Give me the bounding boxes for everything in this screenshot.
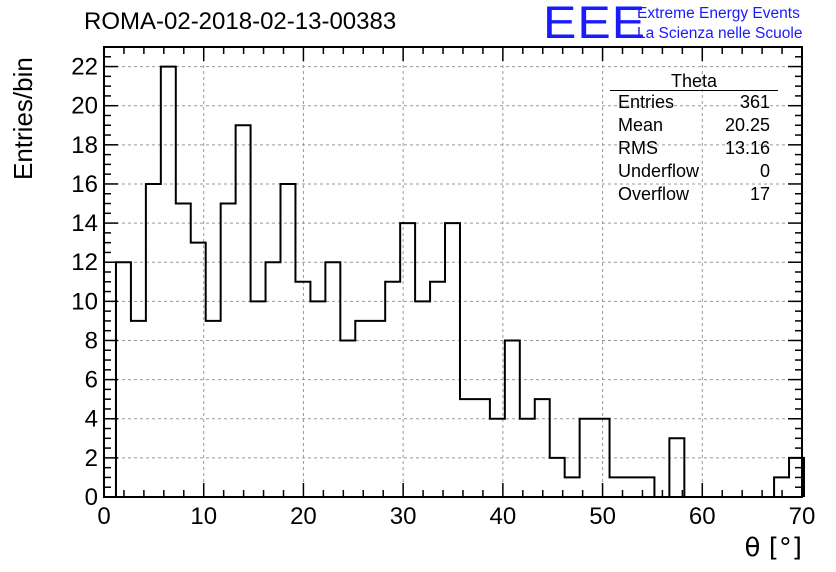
y-tick-label: 18 [71,132,98,159]
stats-label: Mean [618,115,664,135]
stats-value: 20.25 [724,115,770,135]
chart-title: ROMA-02-2018-02-13-00383 [84,8,397,35]
axis-ticks: 0 10 20 30 40 50 60 70 0 2 4 6 8 10 12 14 16 18 20 22 [71,46,816,530]
histogram-bin [669,438,684,497]
x-tick-label: 20 [290,503,317,530]
histogram-bin [221,204,236,497]
x-tick-label: 40 [490,503,517,530]
stats-row-overflow: Overflow 17 [610,183,778,206]
logo-caption: Extreme Energy Events La Scienza nelle S… [637,4,802,44]
y-tick-label: 6 [85,367,98,394]
stats-value: 0 [759,161,770,181]
logo-caption-line2: La Scienza nelle Scuole [637,25,803,42]
histogram-bin [475,399,490,497]
x-tick-label: 60 [689,503,716,530]
y-tick-label: 4 [85,406,98,433]
histogram-bin [325,262,340,497]
y-tick-label: 8 [85,327,98,354]
histogram-bin [355,321,370,497]
histogram-bin [415,301,430,497]
histogram-bin [580,419,595,497]
histogram-bin [625,477,640,497]
stats-label: Overflow [618,184,690,204]
stats-value: 361 [739,92,770,112]
histogram-outline [114,65,805,498]
histogram-bin [385,282,400,497]
x-tick-label: 30 [390,503,417,530]
histogram-bin [460,399,475,497]
histogram-bin [191,243,206,497]
histogram-bin [310,301,325,497]
histogram-bin [116,262,131,497]
histogram-bin [280,184,295,497]
y-tick-label: 22 [71,54,98,81]
y-axis-label: Entries/bin [8,57,38,180]
x-tick-label: 10 [190,503,217,530]
y-tick-label: 0 [85,484,98,511]
stats-row-mean: Mean 20.25 [610,114,778,137]
stats-value: 13.16 [724,138,770,158]
stats-label: Entries [618,92,675,112]
histogram-series [114,65,805,498]
eee-logo: EEE [543,0,647,48]
x-tick-label: 70 [789,503,816,530]
x-axis-label: θ [°] [744,533,802,563]
x-tick-label: 50 [589,503,616,530]
logo-caption-line1: Extreme Energy Events [637,5,800,22]
stats-box-title: Theta [610,72,778,91]
stats-box: Theta Entries 361 Mean 20.25 RMS 13.16 U… [610,72,778,206]
x-tick-label: 0 [97,503,110,530]
histogram-bin [206,321,221,497]
histogram-bin [161,67,176,497]
stats-label: RMS [618,138,658,158]
y-tick-label: 16 [71,171,98,198]
histogram-bin [146,184,161,497]
y-tick-label: 2 [85,445,98,472]
histogram-bin [430,282,445,497]
y-tick-label: 10 [71,288,98,315]
histogram-bin [266,262,281,497]
histogram-bin [505,340,520,497]
stats-row-rms: RMS 13.16 [610,137,778,160]
histogram-bin [565,477,580,497]
histogram-bin [295,282,310,497]
histogram-bin [340,340,355,497]
histogram-bin [400,223,415,497]
stats-row-entries: Entries 361 [610,91,778,114]
histogram-bin [251,301,266,497]
stats-label: Underflow [618,161,700,181]
y-tick-label: 14 [71,210,98,237]
stats-value: 17 [749,184,770,204]
y-tick-label: 20 [71,93,98,120]
histogram-bin [445,223,460,497]
stats-row-underflow: Underflow 0 [610,160,778,183]
histogram-bin [131,321,146,497]
y-tick-label: 12 [71,249,98,276]
histogram-bin [236,125,251,497]
histogram-bin [520,419,535,497]
histogram-bin [176,204,191,497]
histogram-bin [370,321,385,497]
histogram-bin [535,399,550,497]
